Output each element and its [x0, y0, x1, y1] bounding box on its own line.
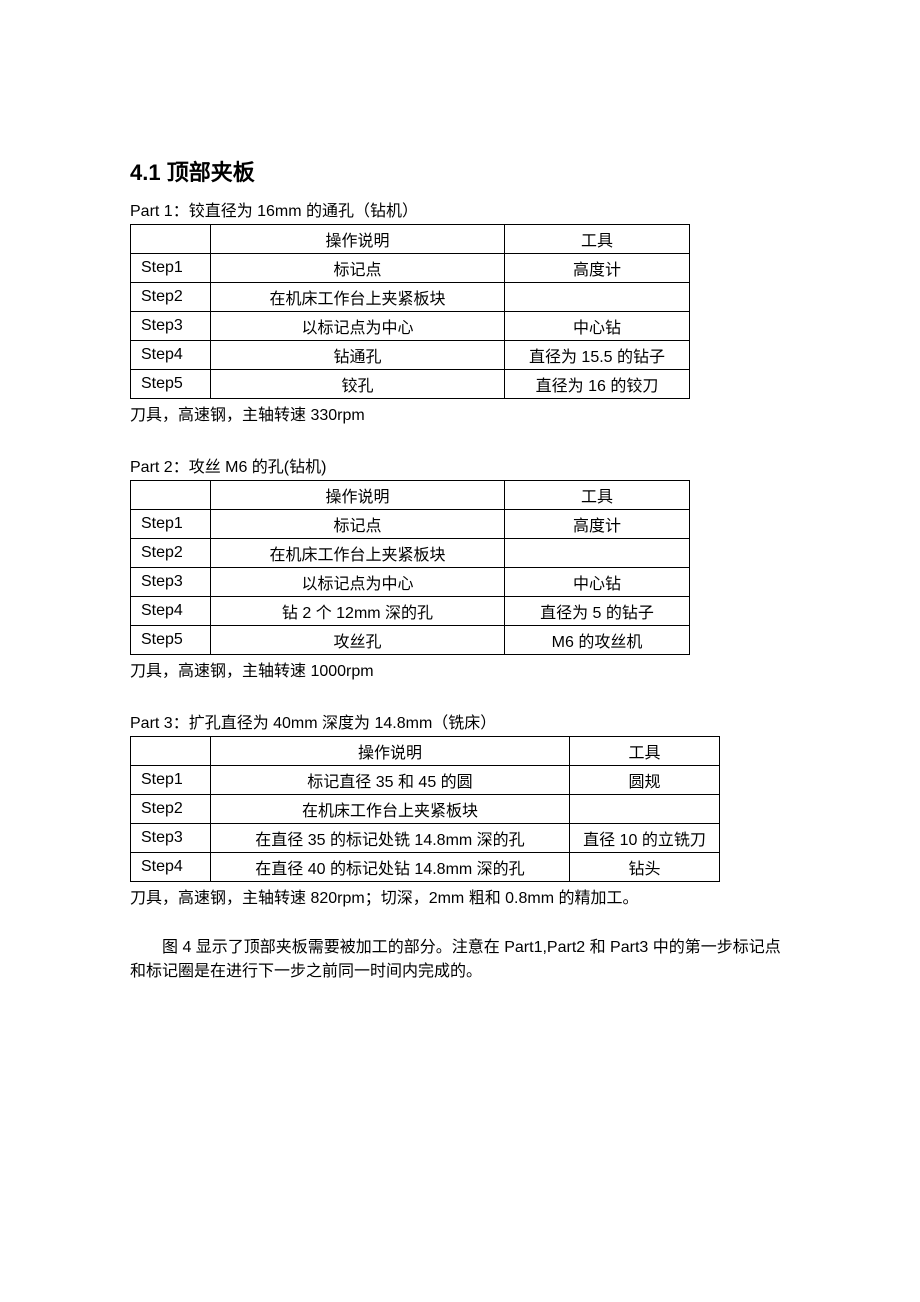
cell-tool: 圆规 — [570, 766, 720, 795]
part-3-caption: 刀具，高速钢，主轴转速 820rpm；切深，2mm 粗和 0.8mm 的精加工。 — [130, 884, 790, 908]
body-paragraph: 图 4 显示了顶部夹板需要被加工的部分。注意在 Part1,Part2 和 Pa… — [130, 936, 790, 984]
cell-desc: 标记直径 35 和 45 的圆 — [211, 766, 570, 795]
cell-tool: 中心钻 — [505, 312, 690, 341]
header-step — [131, 737, 211, 766]
cell-tool: 直径为 15.5 的钻子 — [505, 341, 690, 370]
table-row: Step2 在机床工作台上夹紧板块 — [131, 539, 690, 568]
table-row: Step5 攻丝孔 M6 的攻丝机 — [131, 626, 690, 655]
cell-tool: 直径 10 的立铣刀 — [570, 824, 720, 853]
header-tool: 工具 — [570, 737, 720, 766]
table-row: Step2 在机床工作台上夹紧板块 — [131, 795, 720, 824]
table-row: Step4 钻 2 个 12mm 深的孔 直径为 5 的钻子 — [131, 597, 690, 626]
table-row: Step4 钻通孔 直径为 15.5 的钻子 — [131, 341, 690, 370]
cell-desc: 以标记点为中心 — [211, 312, 505, 341]
part-1-caption: 刀具，高速钢，主轴转速 330rpm — [130, 401, 790, 425]
header-tool: 工具 — [505, 481, 690, 510]
cell-tool: M6 的攻丝机 — [505, 626, 690, 655]
cell-tool: 中心钻 — [505, 568, 690, 597]
cell-desc: 在直径 35 的标记处铣 14.8mm 深的孔 — [211, 824, 570, 853]
table-row: Step1 标记点 高度计 — [131, 510, 690, 539]
cell-step: Step1 — [131, 510, 211, 539]
cell-step: Step2 — [131, 283, 211, 312]
cell-desc: 钻 2 个 12mm 深的孔 — [211, 597, 505, 626]
table-header-row: 操作说明 工具 — [131, 737, 720, 766]
cell-step: Step4 — [131, 853, 211, 882]
cell-step: Step2 — [131, 795, 211, 824]
cell-step: Step3 — [131, 568, 211, 597]
cell-tool: 直径为 16 的铰刀 — [505, 370, 690, 399]
cell-desc: 在机床工作台上夹紧板块 — [211, 539, 505, 568]
table-header-row: 操作说明 工具 — [131, 225, 690, 254]
part-1-title: Part 1：铰直径为 16mm 的通孔（钻机） — [130, 197, 790, 221]
cell-step: Step3 — [131, 824, 211, 853]
part-3-title: Part 3：扩孔直径为 40mm 深度为 14.8mm（铣床） — [130, 709, 790, 733]
cell-step: Step3 — [131, 312, 211, 341]
cell-desc: 在直径 40 的标记处钻 14.8mm 深的孔 — [211, 853, 570, 882]
cell-tool: 直径为 5 的钻子 — [505, 597, 690, 626]
table-row: Step3 以标记点为中心 中心钻 — [131, 312, 690, 341]
part-2-caption: 刀具，高速钢，主轴转速 1000rpm — [130, 657, 790, 681]
cell-step: Step1 — [131, 766, 211, 795]
part-2-table: 操作说明 工具 Step1 标记点 高度计 Step2 在机床工作台上夹紧板块 … — [130, 480, 690, 655]
table-row: Step2 在机床工作台上夹紧板块 — [131, 283, 690, 312]
cell-desc: 攻丝孔 — [211, 626, 505, 655]
cell-step: Step1 — [131, 254, 211, 283]
cell-desc: 标记点 — [211, 254, 505, 283]
cell-desc: 钻通孔 — [211, 341, 505, 370]
table-row: Step3 以标记点为中心 中心钻 — [131, 568, 690, 597]
cell-desc: 以标记点为中心 — [211, 568, 505, 597]
section-title: 4.1 顶部夹板 — [130, 155, 790, 187]
part-3-table: 操作说明 工具 Step1 标记直径 35 和 45 的圆 圆规 Step2 在… — [130, 736, 720, 882]
cell-desc: 在机床工作台上夹紧板块 — [211, 283, 505, 312]
cell-tool — [505, 283, 690, 312]
table-row: Step3 在直径 35 的标记处铣 14.8mm 深的孔 直径 10 的立铣刀 — [131, 824, 720, 853]
cell-step: Step4 — [131, 341, 211, 370]
table-row: Step4 在直径 40 的标记处钻 14.8mm 深的孔 钻头 — [131, 853, 720, 882]
cell-tool: 高度计 — [505, 254, 690, 283]
header-tool: 工具 — [505, 225, 690, 254]
cell-tool: 钻头 — [570, 853, 720, 882]
cell-step: Step2 — [131, 539, 211, 568]
cell-tool — [570, 795, 720, 824]
cell-step: Step5 — [131, 370, 211, 399]
header-step — [131, 225, 211, 254]
table-row: Step1 标记点 高度计 — [131, 254, 690, 283]
cell-tool: 高度计 — [505, 510, 690, 539]
cell-desc: 标记点 — [211, 510, 505, 539]
table-row: Step5 铰孔 直径为 16 的铰刀 — [131, 370, 690, 399]
part-2-title: Part 2：攻丝 M6 的孔(钻机) — [130, 453, 790, 477]
header-desc: 操作说明 — [211, 225, 505, 254]
cell-step: Step4 — [131, 597, 211, 626]
table-row: Step1 标记直径 35 和 45 的圆 圆规 — [131, 766, 720, 795]
cell-step: Step5 — [131, 626, 211, 655]
part-1-table: 操作说明 工具 Step1 标记点 高度计 Step2 在机床工作台上夹紧板块 … — [130, 224, 690, 399]
header-desc: 操作说明 — [211, 481, 505, 510]
cell-desc: 铰孔 — [211, 370, 505, 399]
table-header-row: 操作说明 工具 — [131, 481, 690, 510]
header-step — [131, 481, 211, 510]
cell-tool — [505, 539, 690, 568]
header-desc: 操作说明 — [211, 737, 570, 766]
cell-desc: 在机床工作台上夹紧板块 — [211, 795, 570, 824]
